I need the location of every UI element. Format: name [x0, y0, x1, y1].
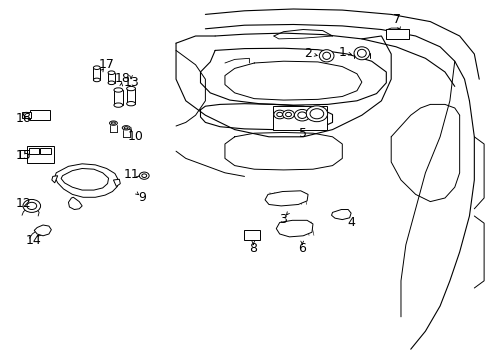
- Polygon shape: [61, 168, 108, 190]
- Text: 14: 14: [25, 234, 41, 247]
- Polygon shape: [331, 210, 350, 220]
- Ellipse shape: [111, 122, 115, 124]
- Ellipse shape: [124, 127, 128, 129]
- Text: 4: 4: [346, 216, 354, 229]
- Text: 6: 6: [298, 242, 305, 255]
- Text: 9: 9: [138, 191, 145, 204]
- Circle shape: [27, 202, 37, 210]
- Ellipse shape: [93, 66, 100, 69]
- Ellipse shape: [319, 50, 333, 62]
- Circle shape: [273, 110, 285, 119]
- Polygon shape: [113, 179, 120, 186]
- Bar: [272, 106, 326, 130]
- Circle shape: [305, 106, 327, 122]
- Bar: [40, 148, 51, 154]
- Circle shape: [285, 112, 291, 117]
- Polygon shape: [34, 225, 51, 236]
- Ellipse shape: [353, 47, 369, 60]
- Text: 11: 11: [123, 168, 139, 181]
- Text: 1: 1: [338, 46, 346, 59]
- Bar: [20, 150, 27, 158]
- Text: 10: 10: [128, 130, 143, 143]
- Polygon shape: [264, 191, 307, 206]
- Bar: [386, 29, 408, 39]
- Ellipse shape: [322, 52, 330, 59]
- Bar: [22, 112, 31, 118]
- Circle shape: [139, 172, 149, 179]
- Bar: [27, 146, 54, 163]
- Ellipse shape: [126, 102, 135, 106]
- Circle shape: [294, 109, 309, 121]
- Text: 15: 15: [16, 149, 31, 162]
- Bar: [244, 230, 260, 240]
- Ellipse shape: [93, 78, 100, 82]
- Text: 17: 17: [99, 58, 114, 71]
- Text: 5: 5: [299, 127, 306, 140]
- Circle shape: [282, 110, 294, 119]
- Text: 13: 13: [123, 76, 139, 89]
- Text: 2: 2: [304, 47, 311, 60]
- Circle shape: [23, 112, 29, 117]
- Text: 8: 8: [249, 242, 257, 255]
- Text: 7: 7: [392, 13, 400, 26]
- Polygon shape: [55, 164, 118, 197]
- Ellipse shape: [122, 126, 130, 130]
- Ellipse shape: [126, 86, 135, 91]
- Bar: [30, 110, 50, 120]
- Ellipse shape: [114, 103, 122, 107]
- Circle shape: [23, 199, 41, 212]
- Circle shape: [276, 112, 282, 117]
- Ellipse shape: [109, 121, 117, 125]
- Ellipse shape: [108, 71, 115, 75]
- Text: 18: 18: [114, 72, 130, 85]
- Polygon shape: [52, 176, 58, 183]
- Ellipse shape: [108, 81, 115, 85]
- Circle shape: [142, 174, 146, 177]
- Text: 16: 16: [16, 112, 31, 125]
- Text: 3: 3: [278, 213, 286, 226]
- Ellipse shape: [114, 88, 122, 92]
- Polygon shape: [68, 197, 82, 210]
- Circle shape: [297, 112, 306, 118]
- Polygon shape: [276, 220, 312, 237]
- Circle shape: [309, 109, 323, 119]
- Text: 12: 12: [16, 197, 31, 210]
- Ellipse shape: [357, 49, 366, 57]
- Bar: [29, 148, 39, 154]
